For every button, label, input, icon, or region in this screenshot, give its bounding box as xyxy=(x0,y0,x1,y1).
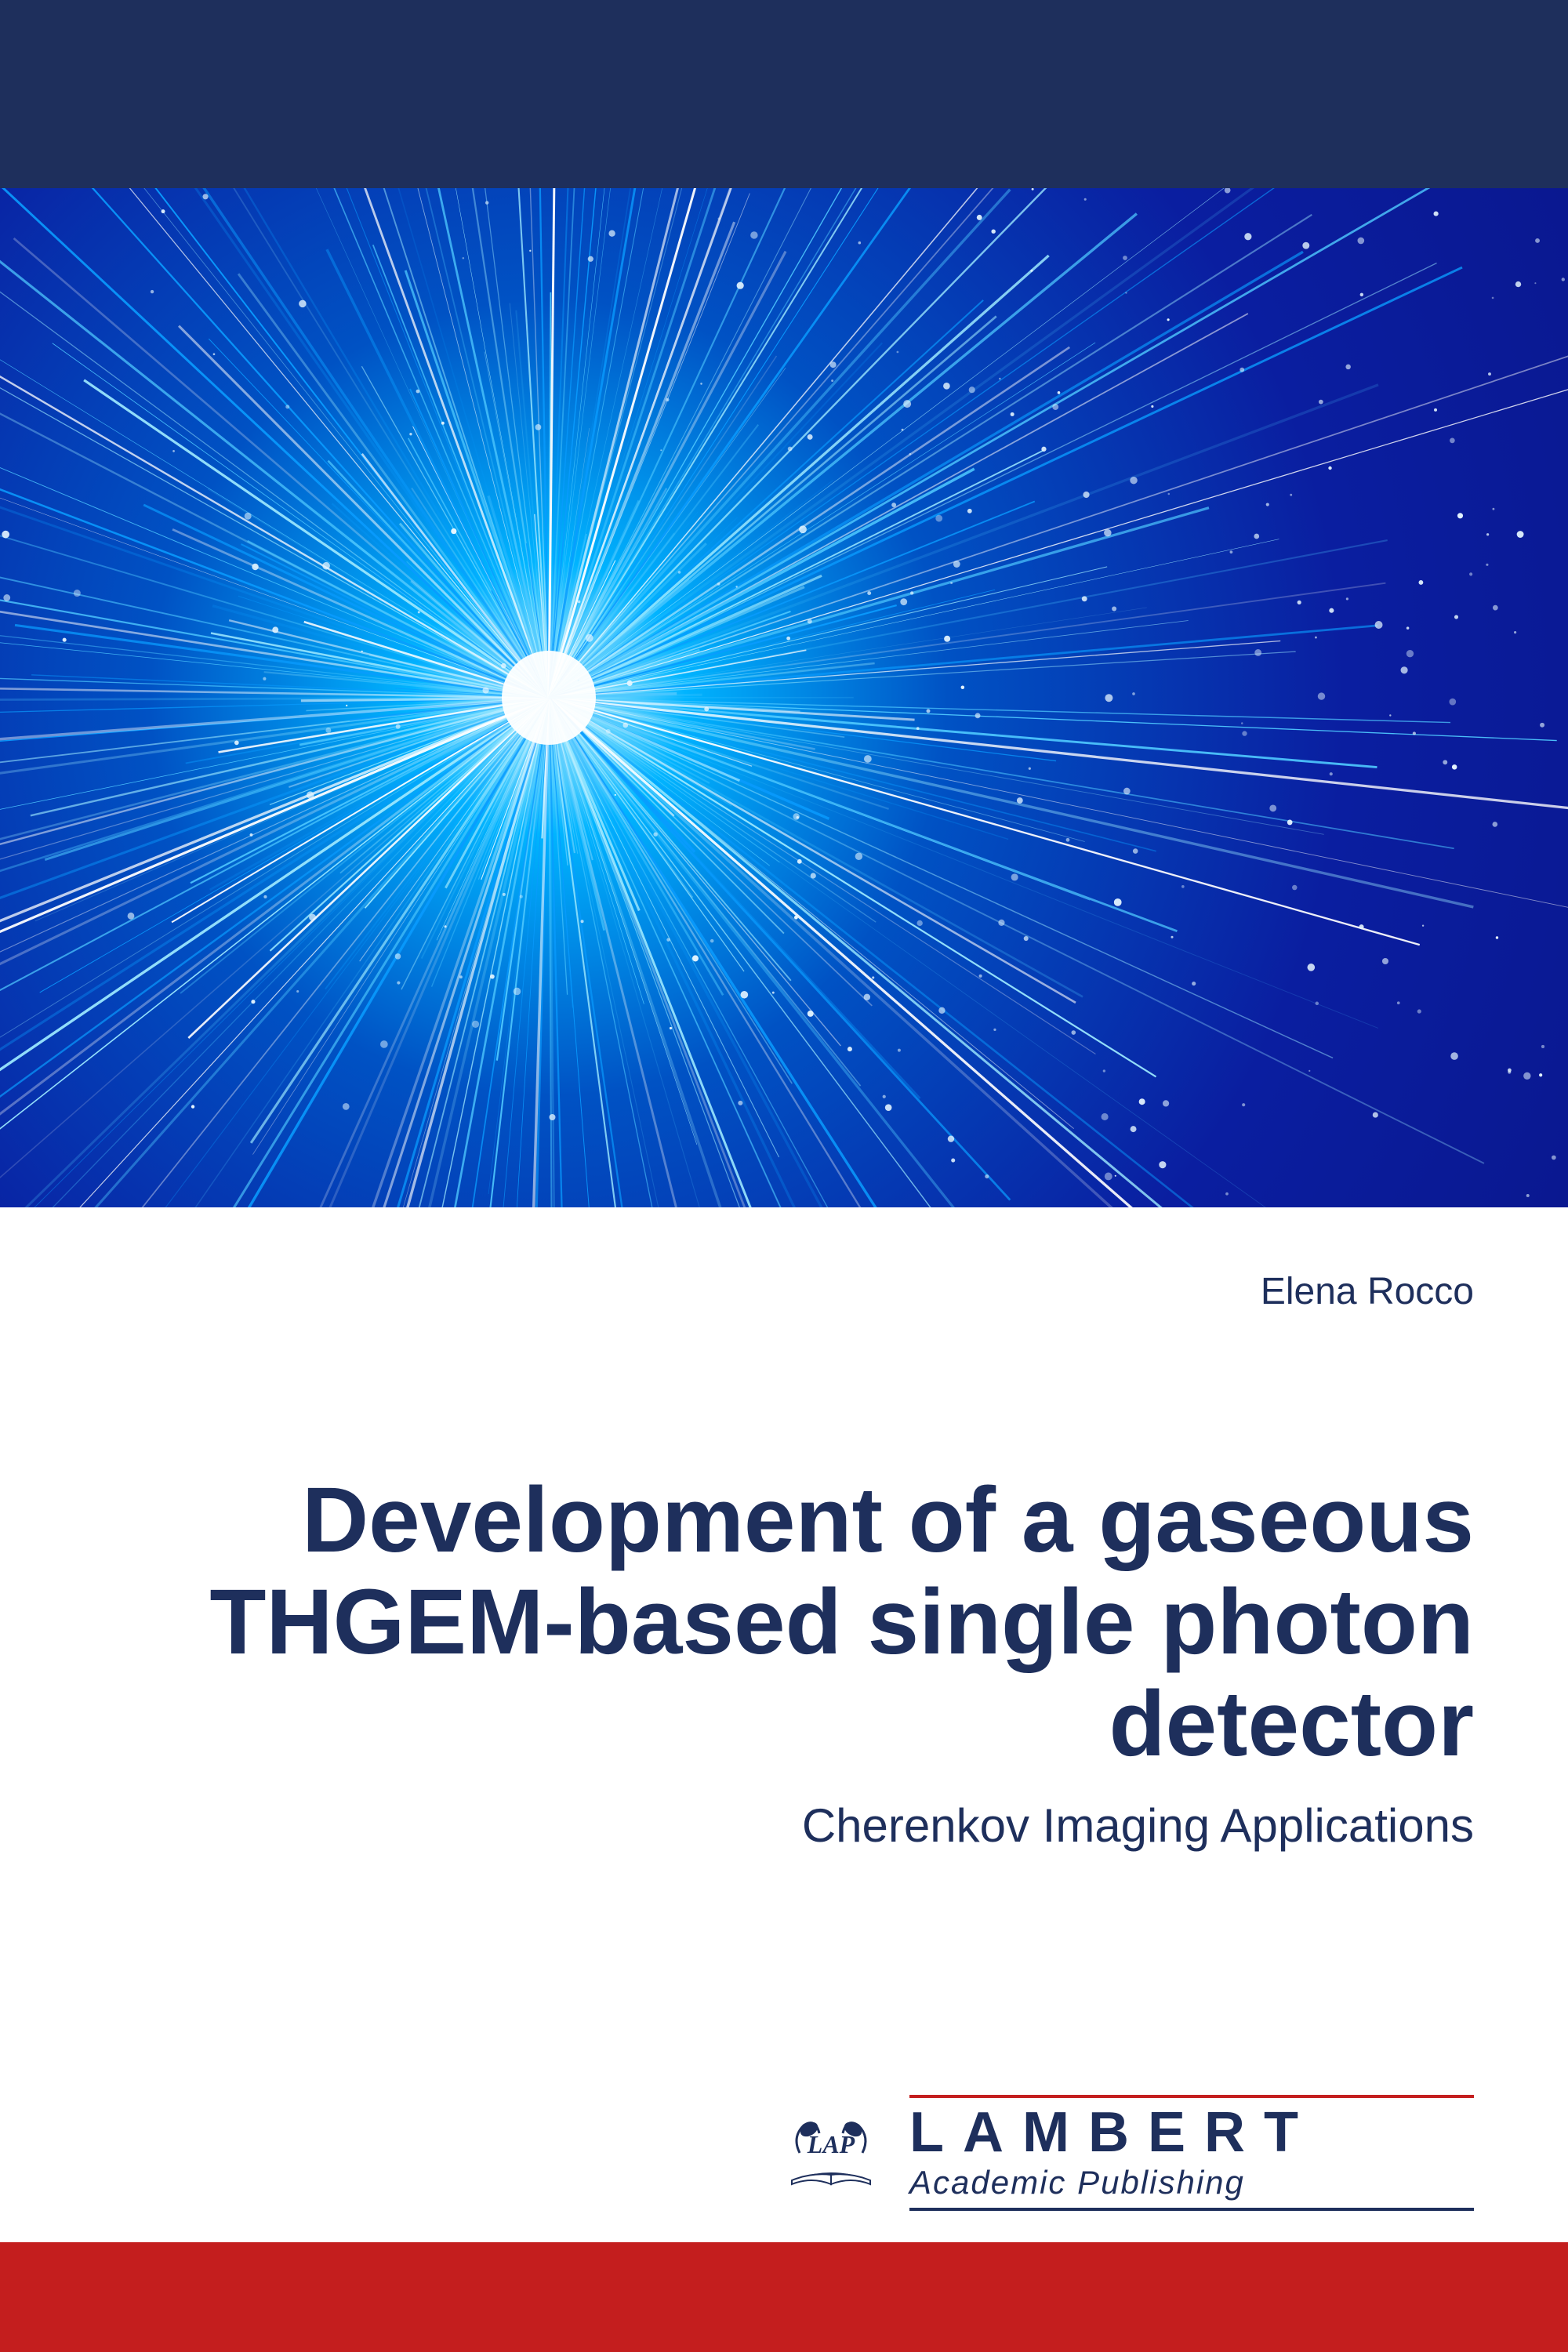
publisher-text: LAMBERT Academic Publishing xyxy=(909,2095,1474,2211)
publisher-tagline: Academic Publishing xyxy=(909,2164,1474,2201)
publisher-logo-icon: LAP xyxy=(776,2106,886,2200)
publisher-block: LAP LAMBERT Academic Publishing xyxy=(776,2095,1474,2211)
publisher-rule-bottom xyxy=(909,2208,1474,2211)
bottom-color-band xyxy=(0,2242,1568,2352)
hero-starburst-image xyxy=(0,188,1568,1207)
book-subtitle: Cherenkov Imaging Applications xyxy=(94,1798,1474,1853)
book-title: Development of a gaseous THGEM-based sin… xyxy=(94,1470,1474,1775)
author-name: Elena Rocco xyxy=(94,1270,1474,1313)
top-color-band xyxy=(0,0,1568,188)
logo-text: LAP xyxy=(807,2130,855,2158)
publisher-name: LAMBERT xyxy=(909,2104,1474,2161)
text-block: Elena Rocco Development of a gaseous THG… xyxy=(0,1207,1568,1853)
publisher-rule-top xyxy=(909,2095,1474,2098)
